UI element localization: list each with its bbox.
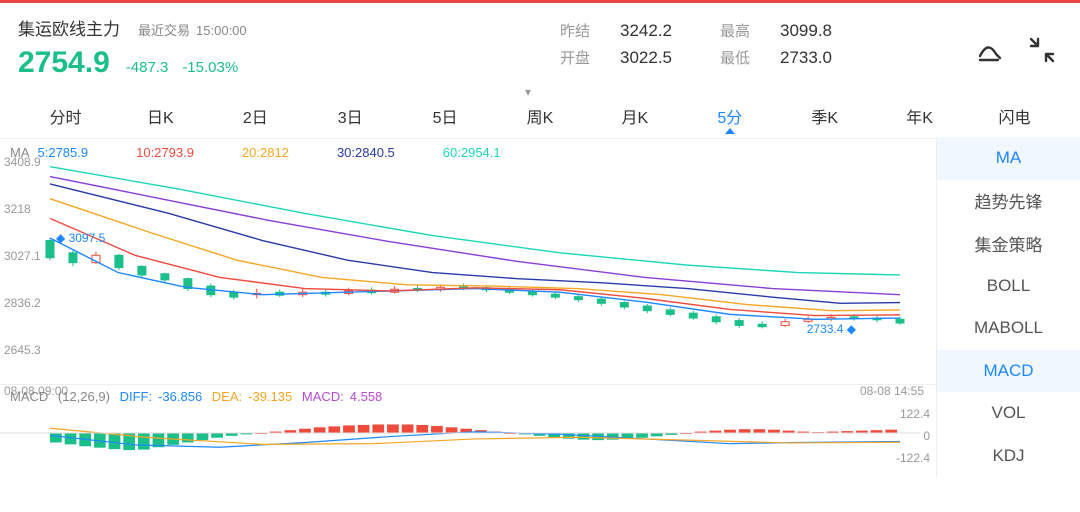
tab-2日[interactable]: 2日 bbox=[208, 90, 303, 138]
tab-3日[interactable]: 3日 bbox=[303, 90, 398, 138]
high-label: 最高 bbox=[720, 20, 780, 41]
diff-value: -36.856 bbox=[158, 389, 202, 404]
tab-年K[interactable]: 年K bbox=[872, 90, 967, 138]
indicator-MACD[interactable]: MACD bbox=[937, 350, 1080, 393]
dea-label: DEA: bbox=[212, 389, 242, 404]
macd-value: 4.558 bbox=[350, 389, 383, 404]
macd-val-label: MACD: bbox=[302, 389, 344, 404]
macd-name: MACD bbox=[10, 389, 48, 404]
ytick: 3218 bbox=[4, 202, 31, 216]
timeframe-tabs: 分时日K2日3日5日周K月K5分季K年K闪电 bbox=[0, 86, 1080, 139]
indicator-MABOLL[interactable]: MABOLL bbox=[937, 307, 1080, 350]
open-label: 开盘 bbox=[560, 47, 620, 68]
ma-60: 60:2954.1 bbox=[443, 145, 501, 160]
indicator-趋势先锋[interactable]: 趋势先锋 bbox=[937, 180, 1080, 223]
change-pct: -15.03% bbox=[182, 59, 238, 76]
indicator-VOL[interactable]: VOL bbox=[937, 392, 1080, 435]
annot-low: 2733.4 ◆ bbox=[807, 322, 856, 336]
collapse-icon[interactable] bbox=[1028, 36, 1056, 64]
ma-10: 10:2793.9 bbox=[136, 145, 194, 160]
price-chart[interactable]: 3408.932183027.12836.22645.3 ◆ 3097.5 27… bbox=[0, 162, 936, 382]
open-value: 3022.5 bbox=[620, 48, 720, 68]
indicator-BOLL[interactable]: BOLL bbox=[937, 265, 1080, 308]
symbol-title: 集运欧线主力 bbox=[18, 15, 120, 40]
high-value: 3099.8 bbox=[780, 21, 880, 41]
tab-5分[interactable]: 5分 bbox=[682, 90, 777, 138]
ytick: 2645.3 bbox=[4, 343, 41, 357]
ohlc-stats: 昨结 3242.2 最高 3099.8 开盘 3022.5 最低 2733.0 bbox=[560, 20, 880, 68]
prev-close-label: 昨结 bbox=[560, 20, 620, 41]
last-price: 2754.9 bbox=[18, 46, 110, 80]
indicator-sidebar: MA趋势先锋集金策略BOLLMABOLLMACDVOLKDJ bbox=[936, 137, 1080, 477]
diff-label: DIFF: bbox=[120, 389, 153, 404]
prev-close-value: 3242.2 bbox=[620, 21, 720, 41]
tab-5日[interactable]: 5日 bbox=[398, 90, 493, 138]
tab-季K[interactable]: 季K bbox=[777, 90, 872, 138]
macd-ytick: -122.4 bbox=[896, 451, 930, 465]
indicator-MA[interactable]: MA bbox=[937, 137, 1080, 180]
ytick: 3408.9 bbox=[4, 155, 41, 169]
edit-icon[interactable] bbox=[976, 36, 1004, 64]
annot-high: ◆ 3097.5 bbox=[56, 231, 105, 245]
indicator-集金策略[interactable]: 集金策略 bbox=[937, 222, 1080, 265]
tab-闪电[interactable]: 闪电 bbox=[967, 90, 1062, 138]
header-actions bbox=[976, 36, 1056, 64]
macd-legend: MACD (12,26,9) DIFF:-36.856 DEA:-39.135 … bbox=[0, 385, 936, 404]
tab-分时[interactable]: 分时 bbox=[18, 90, 113, 138]
macd-chart[interactable]: MACD (12,26,9) DIFF:-36.856 DEA:-39.135 … bbox=[0, 384, 936, 470]
ma-legend: MA 5:2785.910:2793.920:281230:2840.560:2… bbox=[0, 139, 936, 162]
indicator-KDJ[interactable]: KDJ bbox=[937, 435, 1080, 478]
macd-ytick: 122.4 bbox=[900, 407, 930, 421]
low-value: 2733.0 bbox=[780, 48, 880, 68]
dea-value: -39.135 bbox=[248, 389, 292, 404]
ytick: 3027.1 bbox=[4, 249, 41, 263]
tab-月K[interactable]: 月K bbox=[587, 90, 682, 138]
ma-20: 20:2812 bbox=[242, 145, 289, 160]
change: -487.3 bbox=[126, 59, 169, 76]
tab-日K[interactable]: 日K bbox=[113, 90, 208, 138]
ytick: 2836.2 bbox=[4, 296, 41, 310]
recent-label: 最近交易 bbox=[138, 20, 190, 39]
ma-30: 30:2840.5 bbox=[337, 145, 395, 160]
tab-周K[interactable]: 周K bbox=[493, 90, 588, 138]
ma-5: 5:2785.9 bbox=[38, 145, 89, 160]
recent-time: 15:00:00 bbox=[196, 23, 247, 38]
macd-ytick: 0 bbox=[923, 429, 930, 443]
macd-params: (12,26,9) bbox=[58, 389, 110, 404]
low-label: 最低 bbox=[720, 47, 780, 68]
header: 集运欧线主力 最近交易 15:00:00 2754.9 -487.3 -15.0… bbox=[0, 3, 1080, 86]
